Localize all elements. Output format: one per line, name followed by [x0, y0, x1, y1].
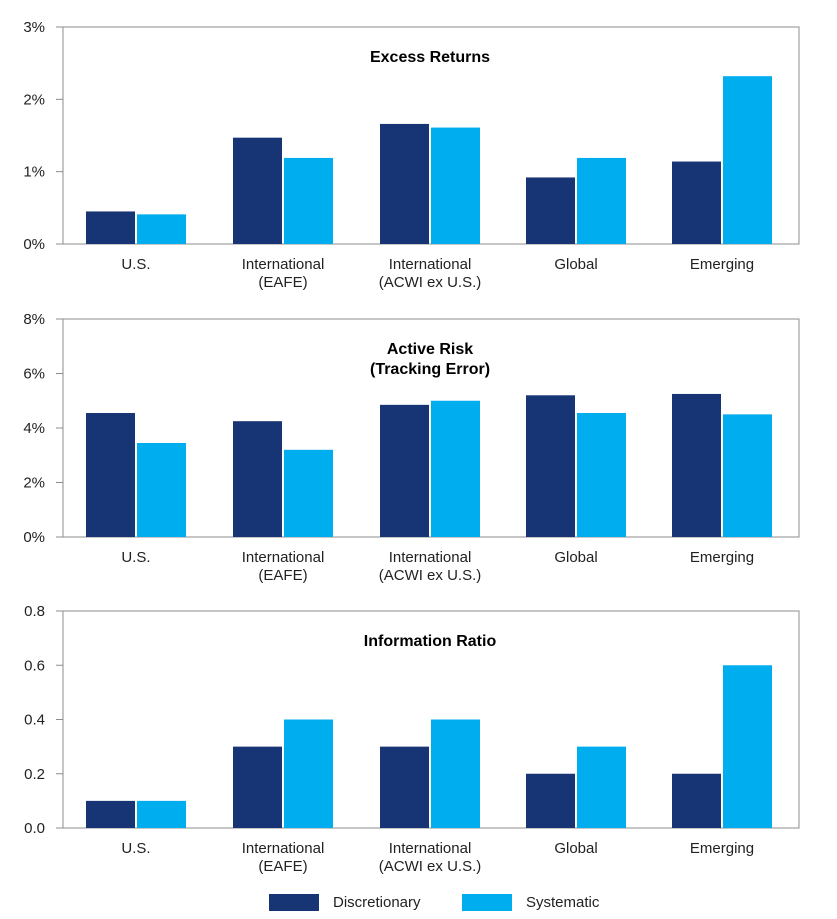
y-tick-label: 0.6	[24, 657, 45, 674]
y-tick-label: 0.8	[24, 603, 45, 620]
bar-systematic	[431, 127, 480, 244]
y-tick-label: 0.0	[24, 820, 45, 837]
y-tick-label: 1%	[23, 164, 45, 181]
chart-panel-3: 0.0 0.2 0.4 0.6 0.8 Information Ratio U.S. Inte…	[24, 603, 800, 875]
legend-item-systematic: Systematic	[462, 894, 599, 911]
x-category-label: (EAFE)	[258, 274, 307, 291]
bar-systematic	[723, 665, 772, 828]
legend-label-discretionary: Discretionary	[333, 894, 421, 911]
bar-discretionary	[526, 395, 575, 537]
bar-systematic	[723, 414, 772, 537]
bar-systematic	[284, 157, 333, 244]
bar-systematic	[137, 214, 186, 244]
bar-discretionary	[526, 773, 575, 828]
y-tick-label: 0%	[23, 236, 45, 253]
chart-title: Excess Returns	[370, 49, 490, 66]
chart-title: Information Ratio	[364, 633, 497, 650]
legend-item-discretionary: Discretionary	[269, 894, 421, 911]
y-tick-label: 6%	[23, 366, 45, 383]
bar-systematic	[137, 442, 186, 537]
bar-systematic	[284, 719, 333, 828]
x-category-label: Emerging	[690, 549, 754, 566]
x-category-label: U.S.	[121, 840, 150, 857]
bar-systematic	[431, 719, 480, 828]
legend-swatch-discretionary	[269, 894, 319, 911]
bar-discretionary	[233, 746, 282, 828]
x-category-label: International	[242, 256, 325, 273]
bar-discretionary	[672, 161, 721, 244]
y-tick-label: 0%	[23, 529, 45, 546]
x-category-label: (EAFE)	[258, 567, 307, 584]
bar-discretionary	[86, 211, 135, 244]
y-tick-label: 2%	[23, 91, 45, 108]
x-category-label: U.S.	[121, 549, 150, 566]
bar-discretionary	[526, 177, 575, 244]
bar-systematic	[137, 800, 186, 828]
legend: Discretionary Systematic	[0, 894, 837, 918]
bar-discretionary	[380, 123, 429, 244]
x-category-label: U.S.	[121, 256, 150, 273]
bar-discretionary	[672, 773, 721, 828]
x-category-label: International	[389, 840, 472, 857]
x-category-label: International	[242, 840, 325, 857]
bar-discretionary	[86, 413, 135, 537]
x-category-label: International	[389, 549, 472, 566]
x-category-label: Global	[554, 256, 597, 273]
x-category-label: Emerging	[690, 840, 754, 857]
legend-swatch-systematic	[462, 894, 512, 911]
x-category-label: International	[389, 256, 472, 273]
y-tick-label: 8%	[23, 311, 45, 328]
y-tick-label: 3%	[23, 19, 45, 36]
bar-systematic	[577, 157, 626, 244]
bar-discretionary	[380, 746, 429, 828]
bar-systematic	[284, 449, 333, 537]
chart-panel-2: 0% 2% 4% 6% 8% Active Risk (Tracking Error) U.S…	[23, 311, 800, 584]
x-category-label: Global	[554, 840, 597, 857]
y-tick-label: 0.4	[24, 712, 45, 729]
bar-systematic	[723, 76, 772, 244]
bar-discretionary	[233, 421, 282, 537]
bar-systematic	[431, 400, 480, 537]
y-tick-label: 4%	[23, 420, 45, 437]
x-category-label: (ACWI ex U.S.)	[379, 858, 482, 875]
x-category-label: (EAFE)	[258, 858, 307, 875]
bar-discretionary	[380, 404, 429, 537]
x-category-label: International	[242, 549, 325, 566]
x-category-label: Emerging	[690, 256, 754, 273]
bar-discretionary	[233, 137, 282, 244]
y-tick-label: 2%	[23, 475, 45, 492]
chart-title: Active Risk	[387, 341, 473, 358]
x-category-label: (ACWI ex U.S.)	[379, 567, 482, 584]
legend-label-systematic: Systematic	[526, 894, 600, 911]
bar-systematic	[577, 746, 626, 828]
chart-title: (Tracking Error)	[370, 361, 490, 378]
y-tick-label: 0.2	[24, 766, 45, 783]
bar-systematic	[577, 413, 626, 537]
bar-discretionary	[672, 393, 721, 537]
x-category-label: (ACWI ex U.S.)	[379, 274, 482, 291]
x-category-label: Global	[554, 549, 597, 566]
bar-discretionary	[86, 800, 135, 828]
